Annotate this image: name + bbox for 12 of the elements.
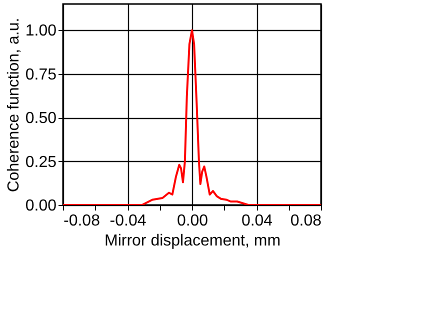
x-tick-label: 0.04 xyxy=(241,212,273,230)
x-tick-label: -0.08 xyxy=(64,212,100,230)
y-tick-label: 0.25 xyxy=(25,154,57,171)
y-tick-label: 1.00 xyxy=(25,22,57,40)
x-tick-label: -0.04 xyxy=(110,212,146,230)
y-axis-title: Coherence function, a.u. xyxy=(5,18,22,192)
x-tick-label: 0.00 xyxy=(176,212,208,230)
x-axis-title: Mirror displacement, mm xyxy=(104,232,281,250)
y-tick-label: 0.00 xyxy=(25,198,57,214)
y-tick-label: 0.50 xyxy=(25,110,57,128)
x-tick-label: 0.08 xyxy=(290,212,322,230)
y-tick-label: 0.75 xyxy=(25,66,57,84)
